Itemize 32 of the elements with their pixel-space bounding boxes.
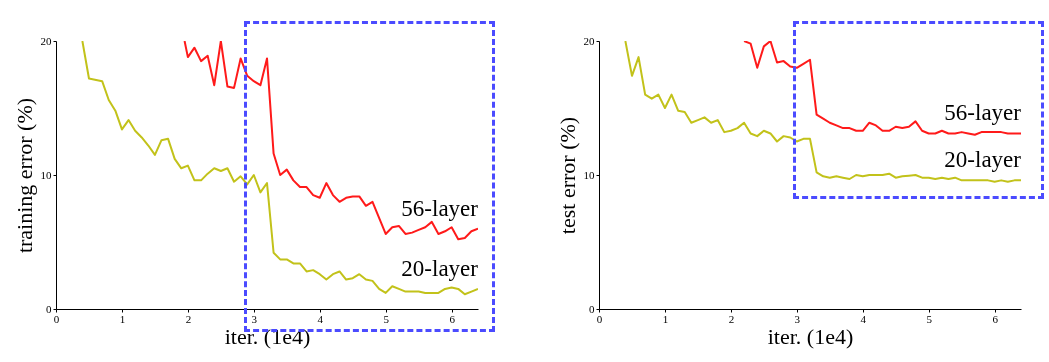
x-tick-label: 6 [992,312,999,325]
x-tick-label: 0 [596,312,603,325]
y-tick-label: 10 [583,168,595,181]
x-tick-label: 5 [383,312,390,325]
x-tick-label: 6 [449,312,456,325]
y-tick-label: 0 [589,302,595,315]
x-tick-label: 1 [662,312,669,325]
line-series [743,41,1021,136]
y-tick-label: 0 [46,302,52,315]
line-series [183,41,478,241]
x-axis-title: iter. (1e4) [224,323,311,349]
y-axis-title: test error (%) [554,116,580,235]
x-tick-label: 4 [860,312,867,325]
x-tick-label: 5 [926,312,933,325]
x-tick-label: 3 [251,312,258,325]
line-series [624,41,1021,183]
x-tick-label: 0 [53,312,60,325]
y-tick-label: 10 [40,168,52,181]
series-label: 56-layer [944,100,1022,126]
series-label: 20-layer [401,255,479,281]
x-tick-label: 2 [185,312,192,325]
line-series [81,41,478,296]
x-tick-label: 3 [794,312,801,325]
x-tick-label: 2 [728,312,735,325]
x-tick-label: 1 [119,312,126,325]
x-tick-label: 4 [317,312,324,325]
y-tick-label: 20 [40,34,52,47]
x-axis-title: iter. (1e4) [767,323,854,349]
series-label: 20-layer [944,147,1022,173]
y-axis-title: training error (%) [11,97,37,254]
y-tick-label: 20 [583,34,595,47]
series-label: 56-layer [401,195,479,221]
